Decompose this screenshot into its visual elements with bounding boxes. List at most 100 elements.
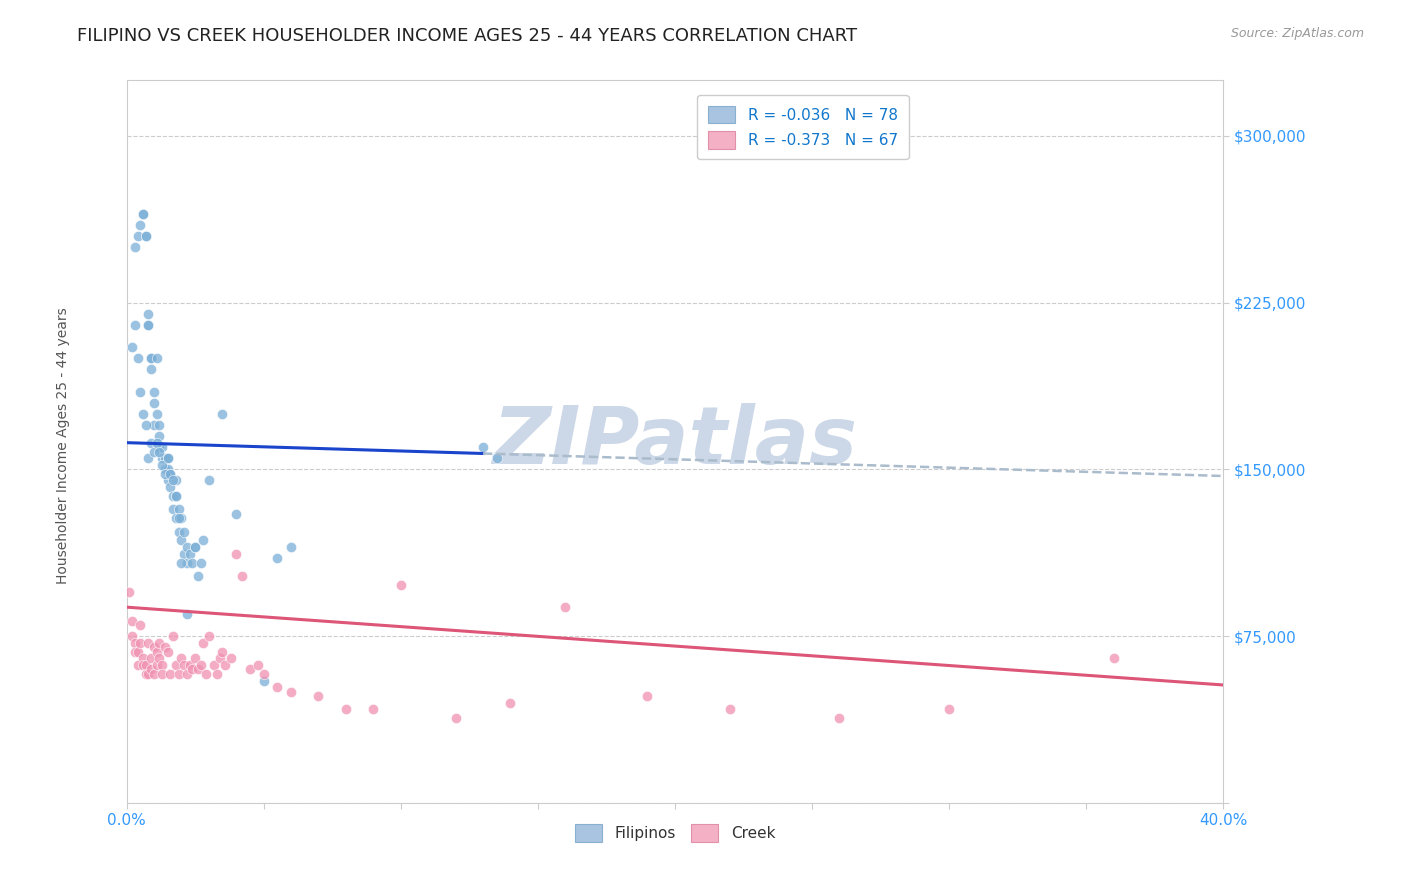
Point bbox=[485, 451, 508, 466]
Point bbox=[135, 417, 157, 432]
Point bbox=[197, 629, 219, 643]
Point bbox=[266, 680, 288, 694]
Point bbox=[219, 651, 242, 665]
Point bbox=[148, 636, 170, 650]
Point bbox=[129, 636, 152, 650]
Point bbox=[195, 666, 218, 681]
Point bbox=[141, 662, 163, 676]
Point bbox=[143, 444, 166, 458]
Point bbox=[159, 480, 181, 494]
Point bbox=[148, 440, 170, 454]
Text: FILIPINO VS CREEK HOUSEHOLDER INCOME AGES 25 - 44 YEARS CORRELATION CHART: FILIPINO VS CREEK HOUSEHOLDER INCOME AGE… bbox=[77, 27, 858, 45]
Point bbox=[141, 651, 163, 665]
Point bbox=[135, 228, 157, 243]
Point bbox=[135, 657, 157, 672]
Point bbox=[127, 657, 149, 672]
Point bbox=[150, 440, 173, 454]
Point bbox=[143, 384, 166, 399]
Point bbox=[239, 662, 262, 676]
Point bbox=[176, 666, 198, 681]
Point bbox=[170, 651, 193, 665]
Point bbox=[211, 645, 233, 659]
Point bbox=[162, 629, 184, 643]
Point bbox=[132, 407, 155, 421]
Point bbox=[247, 657, 270, 672]
Point bbox=[138, 636, 160, 650]
Point bbox=[145, 645, 167, 659]
Point bbox=[132, 657, 155, 672]
Point bbox=[828, 711, 851, 725]
Point bbox=[308, 689, 330, 703]
Text: Source: ZipAtlas.com: Source: ZipAtlas.com bbox=[1230, 27, 1364, 40]
Point bbox=[179, 657, 201, 672]
Point bbox=[156, 462, 179, 476]
Point bbox=[187, 569, 209, 583]
Point bbox=[118, 584, 141, 599]
Point bbox=[141, 362, 163, 376]
Point bbox=[148, 429, 170, 443]
Point bbox=[181, 556, 204, 570]
Point bbox=[193, 636, 215, 650]
Point bbox=[173, 524, 195, 539]
Point bbox=[472, 440, 495, 454]
Point bbox=[197, 474, 219, 488]
Point bbox=[150, 451, 173, 466]
Point bbox=[159, 467, 181, 481]
Point bbox=[159, 666, 181, 681]
Point bbox=[636, 689, 658, 703]
Point bbox=[214, 657, 236, 672]
Point bbox=[170, 533, 193, 548]
Point bbox=[143, 395, 166, 409]
Point bbox=[138, 307, 160, 321]
Point bbox=[153, 462, 176, 476]
Point bbox=[162, 489, 184, 503]
Point bbox=[138, 318, 160, 332]
Point bbox=[190, 556, 212, 570]
Point bbox=[143, 417, 166, 432]
Point bbox=[389, 578, 412, 592]
Legend: Filipinos, Creek: Filipinos, Creek bbox=[567, 816, 783, 849]
Point bbox=[141, 351, 163, 366]
Point bbox=[138, 318, 160, 332]
Point bbox=[145, 407, 167, 421]
Point bbox=[156, 645, 179, 659]
Point bbox=[208, 651, 231, 665]
Point bbox=[156, 474, 179, 488]
Point bbox=[127, 228, 149, 243]
Point bbox=[184, 651, 207, 665]
Point bbox=[1102, 651, 1125, 665]
Point bbox=[124, 636, 146, 650]
Point bbox=[176, 607, 198, 621]
Point bbox=[153, 451, 176, 466]
Point bbox=[335, 702, 357, 716]
Point bbox=[499, 696, 522, 710]
Point bbox=[129, 618, 152, 632]
Point bbox=[253, 673, 276, 688]
Point bbox=[148, 417, 170, 432]
Point bbox=[167, 524, 190, 539]
Point bbox=[167, 666, 190, 681]
Point bbox=[141, 435, 163, 450]
Point bbox=[253, 666, 276, 681]
Point bbox=[121, 340, 143, 354]
Point bbox=[225, 507, 247, 521]
Point bbox=[132, 651, 155, 665]
Point bbox=[150, 657, 173, 672]
Point bbox=[165, 511, 187, 525]
Point bbox=[124, 240, 146, 254]
Point bbox=[444, 711, 467, 725]
Point bbox=[718, 702, 741, 716]
Point bbox=[193, 533, 215, 548]
Point bbox=[132, 207, 155, 221]
Point bbox=[938, 702, 960, 716]
Point bbox=[176, 556, 198, 570]
Point bbox=[165, 489, 187, 503]
Point bbox=[167, 502, 190, 516]
Point bbox=[150, 458, 173, 472]
Point bbox=[363, 702, 385, 716]
Point bbox=[190, 657, 212, 672]
Point bbox=[165, 489, 187, 503]
Point bbox=[156, 451, 179, 466]
Point bbox=[170, 556, 193, 570]
Point bbox=[162, 502, 184, 516]
